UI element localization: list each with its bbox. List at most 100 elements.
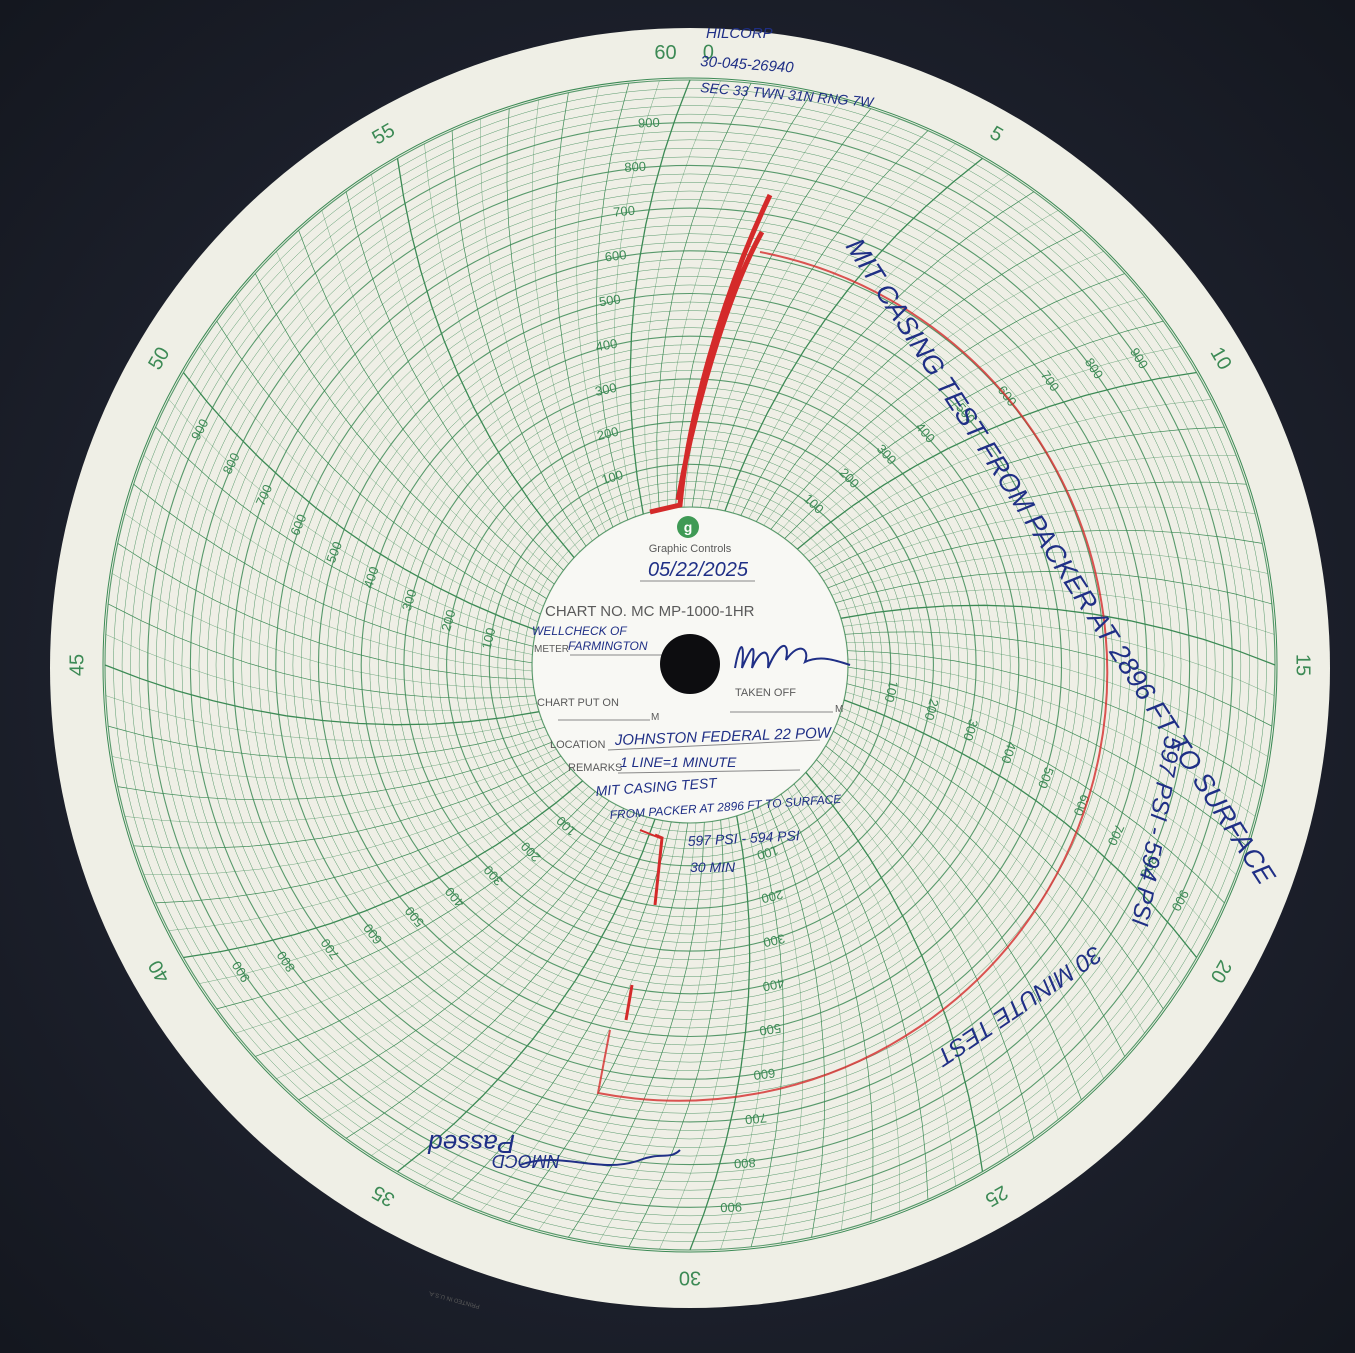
minute-line xyxy=(155,768,572,904)
pressure-label: 600 xyxy=(753,1066,776,1083)
pressure-ring xyxy=(446,421,934,909)
pressure-ring xyxy=(317,292,1063,1038)
pressure-label: 300 xyxy=(399,587,420,612)
minute-line xyxy=(451,130,587,547)
pressure-label: 300 xyxy=(762,931,786,950)
meter-value-1: WELLCHECK OF xyxy=(532,624,627,638)
minute-line xyxy=(480,822,680,1212)
pressure-ring xyxy=(292,267,1088,1063)
minute-line xyxy=(104,664,540,726)
minute-line xyxy=(689,815,751,1251)
minute-line xyxy=(827,529,1263,589)
pressure-ring xyxy=(155,130,1225,1200)
minute-line xyxy=(675,92,812,508)
minute-line xyxy=(276,804,617,1079)
pressure-ring xyxy=(395,370,985,960)
minute-line xyxy=(777,296,1145,534)
minute-line xyxy=(816,759,1035,1139)
pressure-ring xyxy=(147,122,1233,1208)
minute-line xyxy=(235,296,544,607)
minute-line xyxy=(818,481,1247,575)
operator: HILCORP xyxy=(706,25,773,42)
pressure-ring xyxy=(386,361,994,969)
minute-line xyxy=(708,130,929,509)
pressure-label: 100 xyxy=(478,626,498,651)
minute-line xyxy=(799,778,956,1187)
pressure-ring xyxy=(523,498,857,832)
minute-line xyxy=(667,87,782,509)
signature xyxy=(734,645,851,669)
meter-label: METER xyxy=(534,644,569,655)
minute-line xyxy=(841,707,1181,984)
minute-line xyxy=(216,791,596,1010)
minute-line xyxy=(829,738,1104,1079)
minute-line xyxy=(298,230,555,585)
minute-label-top: 60 xyxy=(654,42,676,64)
pressure-label: 500 xyxy=(1035,765,1057,791)
minute-line xyxy=(847,658,1256,817)
minute-line xyxy=(846,683,1225,904)
pressure-ring xyxy=(258,233,1122,1097)
minute-line xyxy=(825,745,1082,1100)
minute-line xyxy=(847,666,1247,847)
minute-line xyxy=(724,157,983,512)
pressure-ring xyxy=(301,276,1079,1054)
minute-line xyxy=(254,273,547,599)
minute-line xyxy=(345,191,564,571)
remarks-value: 1 LINE=1 MINUTE xyxy=(620,754,737,770)
location-line xyxy=(607,739,821,751)
minute-line xyxy=(155,426,534,647)
minute-line xyxy=(840,604,1276,666)
m2: M xyxy=(835,704,843,715)
minute-line xyxy=(133,483,533,664)
minute-line xyxy=(298,808,624,1101)
pressure-label: 400 xyxy=(998,740,1019,765)
pressure-ring xyxy=(480,455,900,875)
minute-line xyxy=(568,822,705,1238)
pressure-ring xyxy=(224,199,1156,1131)
minute-line xyxy=(183,780,584,959)
put-on-label: CHART PUT ON xyxy=(537,697,619,709)
minute-line xyxy=(847,650,1263,787)
pressure-ring xyxy=(138,113,1242,1217)
pressure-ring xyxy=(130,105,1250,1225)
brand: Graphic Controls xyxy=(649,543,732,555)
m1: M xyxy=(651,712,659,723)
minute-line xyxy=(656,83,752,511)
pressure-ring xyxy=(497,472,883,858)
trace-spike xyxy=(649,193,773,515)
minute-line xyxy=(538,822,697,1231)
pressure-ring xyxy=(429,404,951,926)
pressure-ring xyxy=(249,224,1131,1106)
minute-line xyxy=(371,174,569,564)
pressure-label: 100 xyxy=(882,679,902,704)
pressure-label: 700 xyxy=(744,1110,767,1127)
center-hole xyxy=(660,634,720,694)
minute-label: 30 xyxy=(679,1267,701,1289)
pressure-label: 500 xyxy=(598,291,622,309)
minute-line xyxy=(143,455,533,655)
pressure-ring xyxy=(343,318,1037,1012)
meter-value-2: FARMINGTON xyxy=(568,639,648,653)
note-3: 597 PSI - 594 PSI xyxy=(687,827,800,849)
pressure-ring xyxy=(360,335,1020,995)
minute-line xyxy=(843,699,1198,958)
minute-line xyxy=(839,715,1164,1010)
minute-label: 15 xyxy=(1292,654,1314,676)
pressure-label: 400 xyxy=(360,565,381,590)
pressure-ring xyxy=(275,250,1105,1080)
minute-line xyxy=(199,346,539,623)
minute-line xyxy=(199,786,589,984)
pressure-label: 800 xyxy=(624,159,647,175)
minute-line xyxy=(823,506,1256,581)
minute-line xyxy=(763,251,1104,526)
pressure-label: 300 xyxy=(960,717,981,742)
minute-line xyxy=(846,642,1268,757)
minute-line xyxy=(838,589,1275,635)
minute-line xyxy=(700,118,900,508)
pressure-label: 800 xyxy=(734,1155,757,1171)
pressure-ring xyxy=(352,327,1028,1003)
agency: NMOCD xyxy=(492,1151,560,1171)
minute-line xyxy=(831,551,1268,596)
minute-line xyxy=(770,273,1125,530)
